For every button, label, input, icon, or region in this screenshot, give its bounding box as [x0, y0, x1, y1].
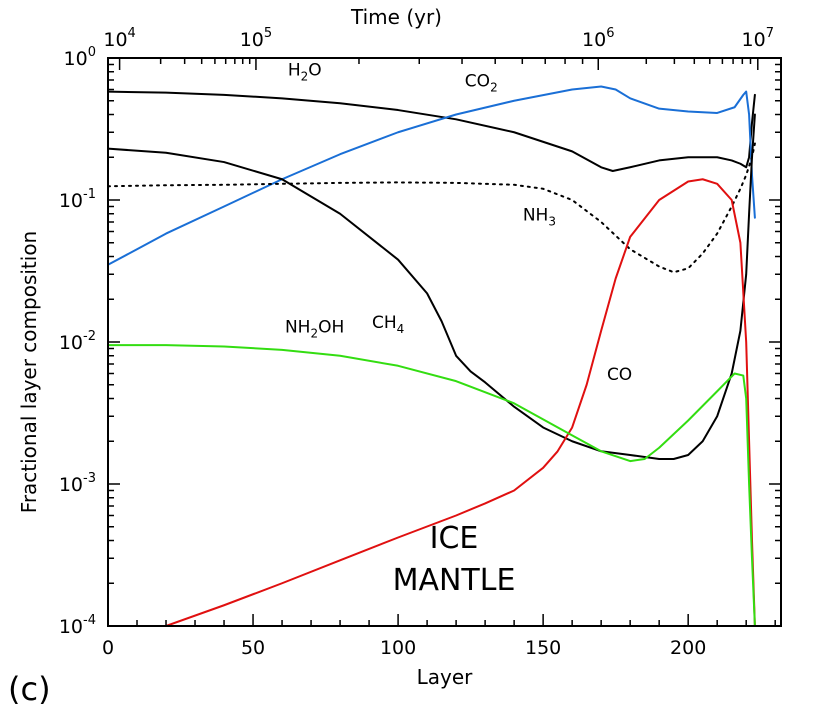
- ice-annotation: ICE: [430, 521, 479, 556]
- series-label-ch4: CH4: [372, 313, 404, 336]
- series-line-nh2oh: [108, 344, 756, 626]
- x-tick-label: 100: [380, 637, 416, 659]
- x-tick-label: 50: [241, 637, 265, 659]
- series-label-nh3: NH3: [523, 205, 556, 228]
- top-tick-label: 105: [240, 26, 272, 51]
- x-axis-label: Layer: [417, 665, 474, 689]
- series-label-nh2oh: NH2OH: [285, 317, 344, 340]
- x-tick-label: 200: [670, 637, 706, 659]
- y-tick-label: 10-2: [59, 329, 96, 354]
- series-label-co: CO: [607, 365, 632, 385]
- top-tick-label: 107: [742, 26, 774, 51]
- series-line-co2: [108, 85, 756, 266]
- panel-label: (c): [8, 670, 51, 708]
- series-line-nh3: [108, 142, 756, 274]
- x-tick-label: 0: [102, 637, 114, 659]
- top-tick-label: 104: [103, 26, 135, 51]
- top-axis-label: Time (yr): [350, 5, 442, 29]
- y-tick-label: 100: [64, 45, 96, 70]
- series-line-co: [165, 178, 756, 626]
- series-label-co2: CO2: [465, 71, 498, 94]
- y-tick-label: 10-4: [59, 613, 96, 638]
- y-tick-label: 10-1: [59, 187, 96, 212]
- x-tick-label: 150: [525, 637, 561, 659]
- series-line-ch4: [108, 113, 756, 460]
- series-line-h2o: [108, 90, 756, 173]
- series-label-layer: H2O CO2 NH3 CH4 CO NH2OH: [285, 61, 632, 385]
- series-layer: [108, 85, 756, 626]
- y-tick-label: 10-3: [59, 471, 96, 496]
- top-tick-label: 106: [582, 26, 614, 51]
- tick-layer: 0 50 100 150 200 104 105 106 107 10-4 10-3 10-2 10-1…: [59, 26, 781, 659]
- y-axis-label: Fractional layer composition: [17, 231, 41, 513]
- series-label-h2o: H2O: [288, 61, 322, 84]
- mantle-annotation: MANTLE: [393, 563, 516, 598]
